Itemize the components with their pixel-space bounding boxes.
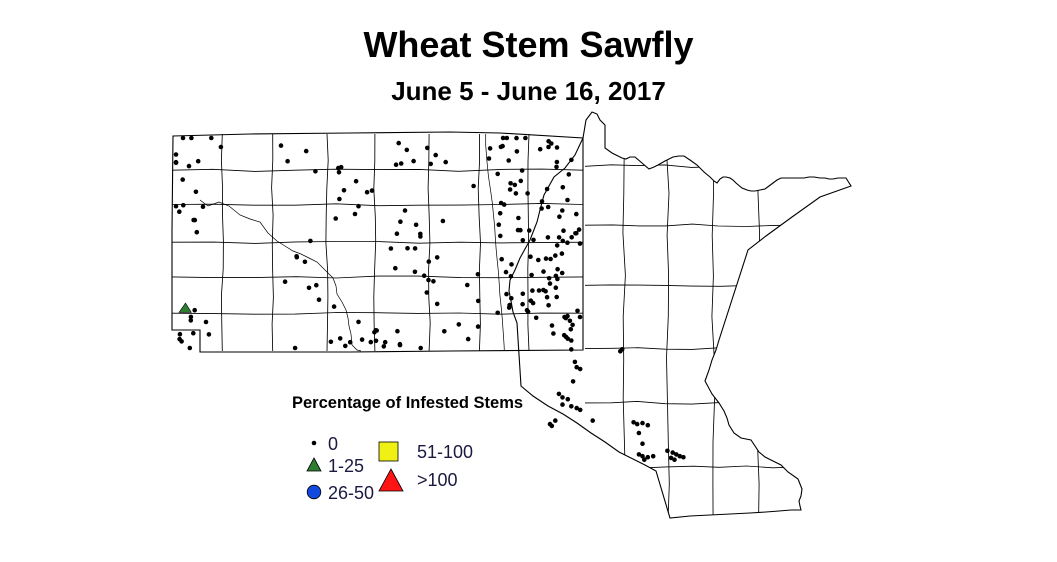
svg-text:>100: >100 bbox=[417, 470, 458, 490]
svg-text:1-25: 1-25 bbox=[328, 456, 364, 476]
svg-text:51-100: 51-100 bbox=[417, 442, 473, 462]
svg-text:0: 0 bbox=[328, 434, 338, 454]
svg-text:26-50: 26-50 bbox=[328, 483, 374, 503]
